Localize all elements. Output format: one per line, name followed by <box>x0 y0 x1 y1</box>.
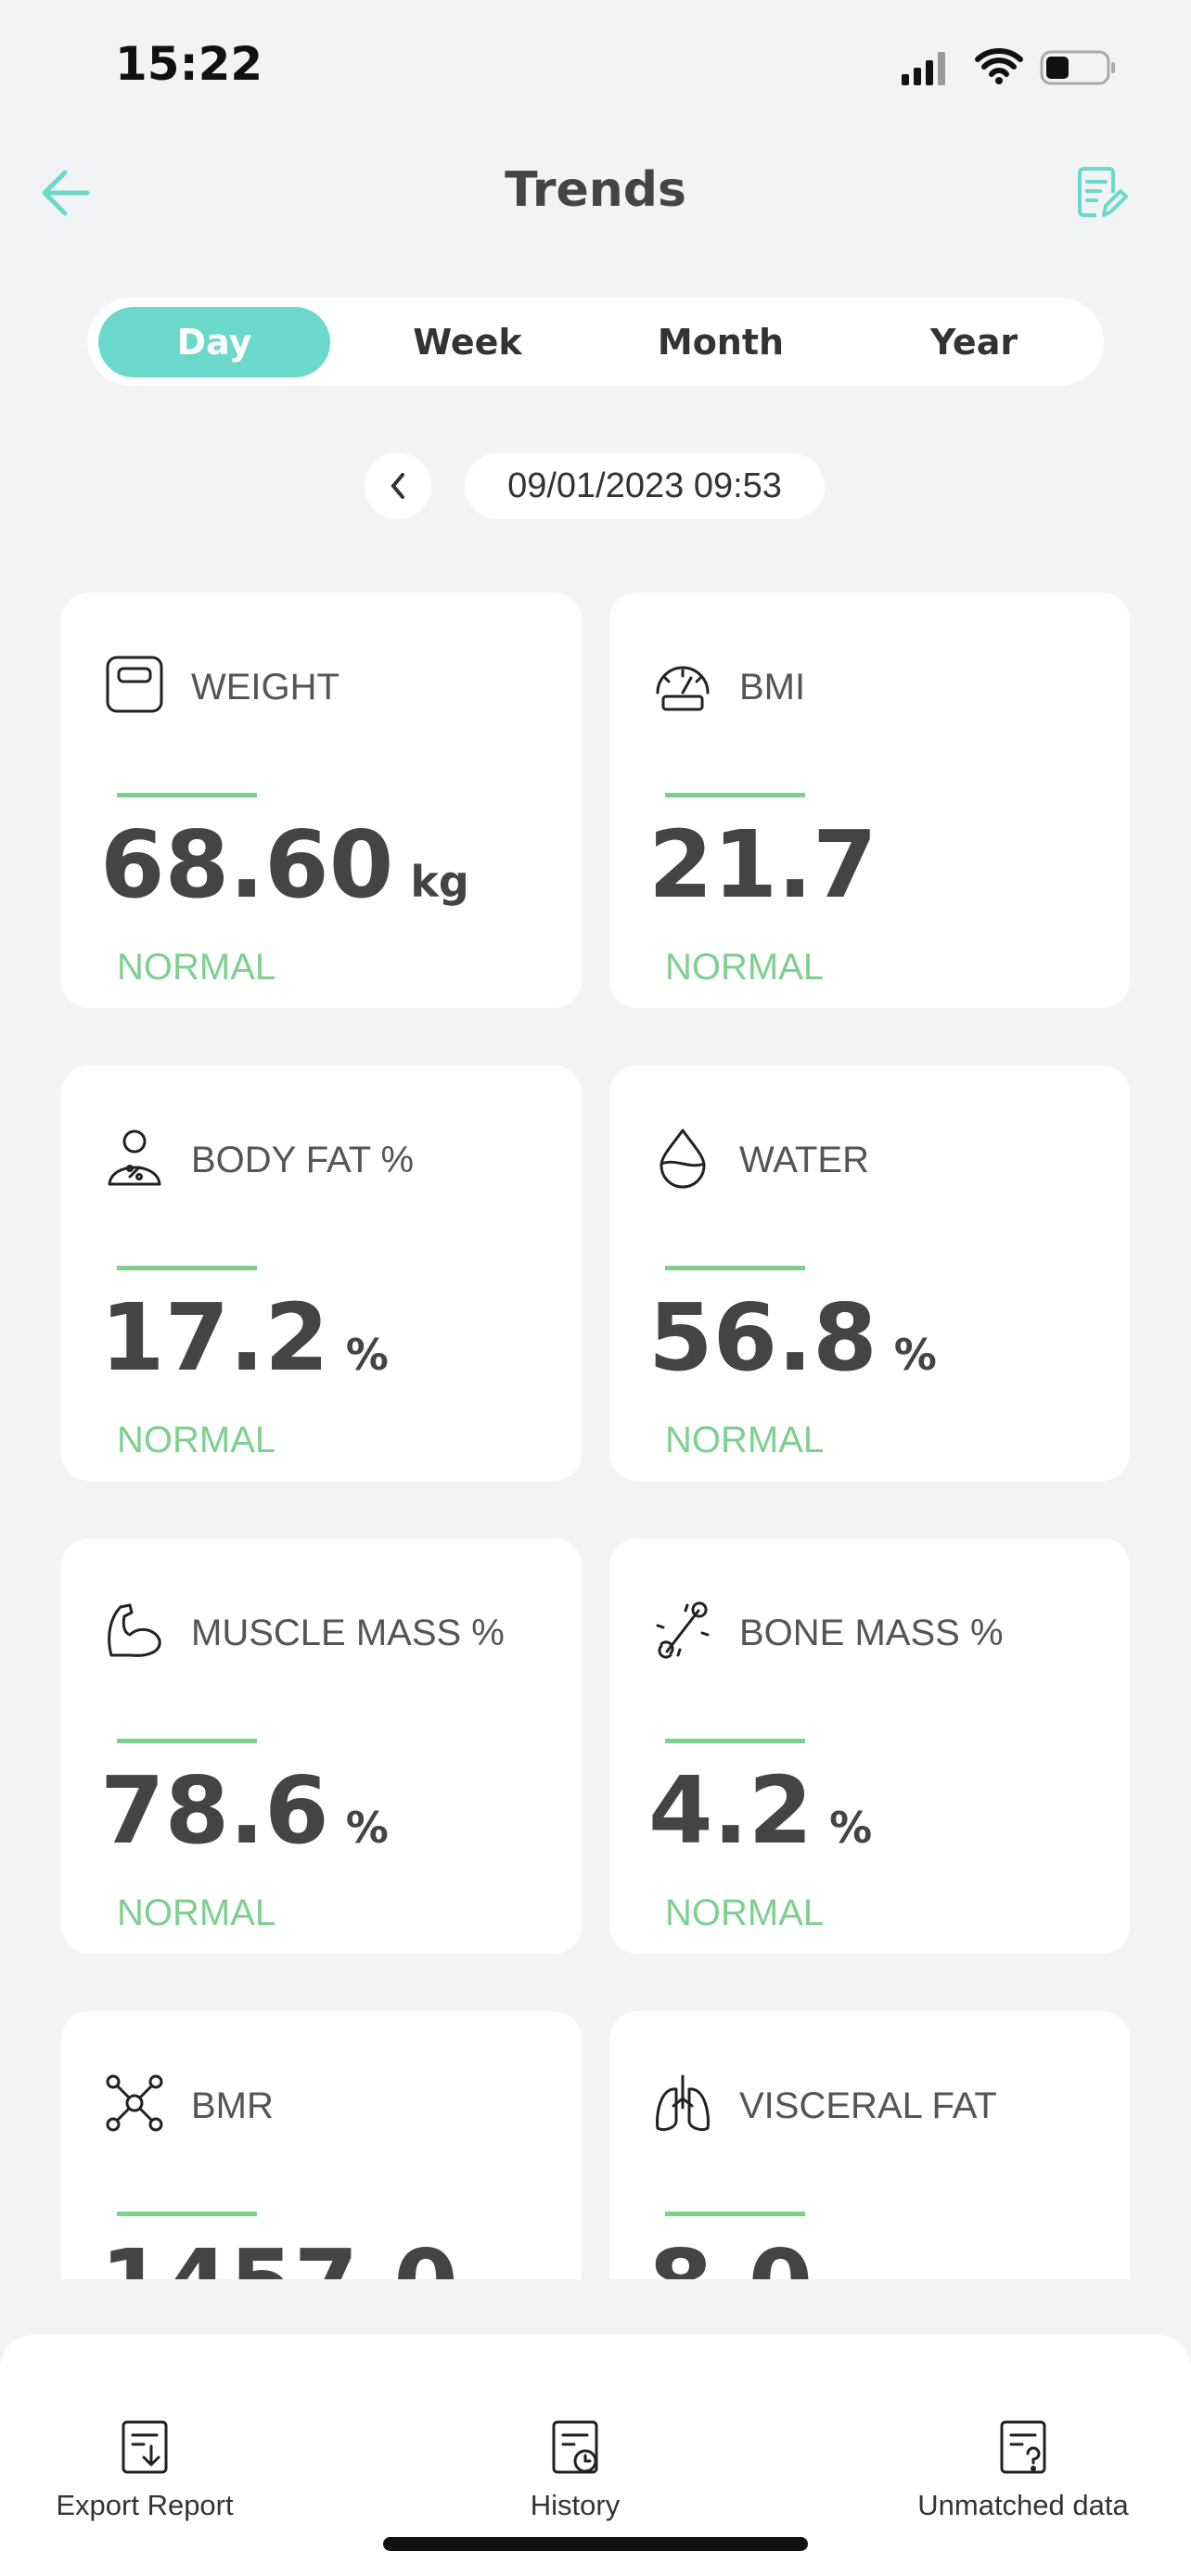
metric-status: NORMAL <box>117 947 276 988</box>
metric-label: BMI <box>739 667 806 708</box>
metric-bar <box>117 2212 257 2216</box>
period-tab[interactable]: Week <box>413 322 522 363</box>
metric-card[interactable]: WATER 56.8% NORMAL <box>609 1065 1130 1481</box>
metric-status: NORMAL <box>665 1420 825 1460</box>
metric-value: 4.2 <box>648 1756 813 1865</box>
metric-card[interactable]: BONE MASS % 4.2% NORMAL <box>609 1538 1130 1954</box>
metric-card[interactable]: MUSCLE MASS % 78.6% NORMAL <box>61 1538 582 1954</box>
metric-label: BODY FAT % <box>191 1140 415 1180</box>
metric-icon <box>106 656 163 713</box>
metric-value: 17.2 <box>100 1283 329 1392</box>
metric-value: 56.8 <box>648 1283 877 1392</box>
bottom-action[interactable]: Export Report <box>0 2418 312 2522</box>
back-button[interactable] <box>39 167 95 219</box>
bottom-action-label: Export Report <box>56 2489 234 2521</box>
metric-label: BONE MASS % <box>739 1613 1004 1653</box>
metric-value-row: 21.7 <box>648 810 877 919</box>
period-selector: Day Week Month Year <box>87 298 1104 386</box>
bottom-action[interactable]: History <box>408 2418 742 2522</box>
metric-status: NORMAL <box>665 947 825 988</box>
metric-value-row: 68.60 kg <box>100 810 469 919</box>
metric-card[interactable]: WEIGHT 68.60 kg NORMAL <box>61 593 582 1008</box>
metric-cards: WEIGHT 68.60 kg NORMAL BMI 21.7 NORMAL BODY FAT… <box>61 593 1130 2279</box>
metric-icon <box>108 1603 161 1657</box>
metric-value-row: 78.6% <box>100 1756 389 1865</box>
metric-label: VISCERAL FAT <box>739 2085 997 2126</box>
edit-report-button[interactable] <box>1076 165 1128 221</box>
metric-unit: % <box>345 1330 389 1380</box>
metric-bar <box>665 2212 805 2216</box>
metric-card[interactable]: BODY FAT % 17.2% NORMAL <box>61 1065 582 1481</box>
metric-status: NORMAL <box>117 1420 276 1460</box>
metric-bar <box>665 1739 805 1743</box>
metric-unit: % <box>893 1330 937 1380</box>
metric-unit: kg <box>410 857 469 907</box>
metric-value: 1457.0 <box>100 2229 458 2279</box>
bottom-action-label: History <box>530 2489 621 2521</box>
metric-bar <box>117 793 257 797</box>
status-time: 15:22 <box>115 37 263 91</box>
period-tab[interactable]: Day <box>98 307 330 377</box>
metric-bar <box>665 1266 805 1270</box>
bottom-bar: Export Report History Unmatched data <box>0 2335 1191 2576</box>
metric-bar <box>117 1739 257 1743</box>
metric-card[interactable]: VISCERAL FAT 8.0 <box>609 2011 1130 2279</box>
metric-card[interactable]: BMR 1457.0 <box>61 2011 582 2279</box>
metric-icon <box>660 1129 706 1189</box>
metric-icon <box>656 2074 710 2132</box>
metric-icon <box>106 2074 163 2132</box>
metric-value-row: 8.0 <box>648 2229 813 2279</box>
metric-unit: % <box>829 1803 873 1853</box>
period-tab[interactable]: Month <box>657 322 785 363</box>
metric-value-row: 1457.0 <box>100 2229 458 2279</box>
metric-icon <box>656 1601 710 1659</box>
bottom-action-label: Unmatched data <box>917 2489 1129 2521</box>
metric-label: MUSCLE MASS % <box>191 1613 505 1653</box>
bottom-action[interactable]: Unmatched data <box>856 2418 1190 2522</box>
metric-icon <box>108 1129 161 1186</box>
period-tab[interactable]: Year <box>929 322 1018 363</box>
metric-value: 68.60 <box>100 810 394 919</box>
metric-bar <box>117 1266 257 1270</box>
metric-icon <box>656 666 710 711</box>
action-icon <box>1000 2420 1046 2474</box>
metric-value-row: 4.2% <box>648 1756 872 1865</box>
metric-bar <box>665 793 805 797</box>
metric-label: WATER <box>739 1140 869 1180</box>
action-icon <box>552 2420 598 2474</box>
metric-value-row: 17.2% <box>100 1283 389 1392</box>
date-label[interactable]: 09/01/2023 09:53 <box>465 453 825 519</box>
metric-label: WEIGHT <box>191 667 339 708</box>
metric-label: BMR <box>191 2085 274 2126</box>
metric-status: NORMAL <box>117 1893 276 1933</box>
metric-card[interactable]: BMI 21.7 NORMAL <box>609 593 1130 1008</box>
metric-value: 78.6 <box>100 1756 329 1865</box>
status-icons <box>902 48 1115 85</box>
metric-status: NORMAL <box>665 1893 825 1933</box>
previous-date-button[interactable] <box>365 453 431 519</box>
metric-value: 8.0 <box>648 2229 813 2279</box>
metric-unit: % <box>345 1803 389 1853</box>
page-title: Trends <box>505 162 686 218</box>
metric-value-row: 56.8% <box>648 1283 937 1392</box>
home-indicator <box>383 2537 808 2551</box>
metric-value: 21.7 <box>648 810 877 919</box>
action-icon <box>122 2420 168 2474</box>
